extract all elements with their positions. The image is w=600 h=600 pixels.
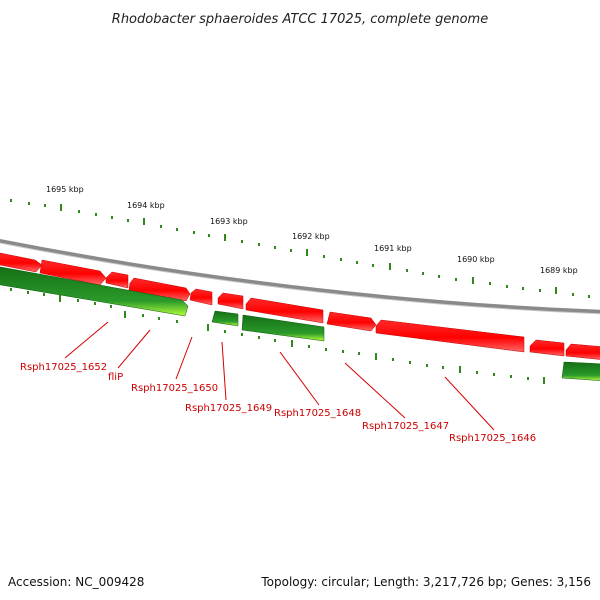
reverse-gene[interactable] [241, 314, 325, 342]
label-leader-lines [64, 321, 495, 431]
gene-label[interactable]: Rsph17025_1649 [185, 403, 272, 414]
forward-gene[interactable] [217, 292, 244, 310]
reverse-gene[interactable] [211, 310, 239, 327]
major-tick [389, 263, 391, 270]
leader-line [117, 329, 151, 369]
major-tick [459, 366, 461, 373]
forward-gene[interactable] [105, 271, 129, 289]
scale-label: 1690 kbp [457, 255, 495, 264]
gene-label[interactable]: Rsph17025_1648 [274, 408, 361, 419]
leader-line [64, 321, 109, 359]
gene-label[interactable]: Rsph17025_1652 [20, 362, 107, 373]
major-tick [472, 277, 474, 284]
major-tick [555, 287, 557, 294]
forward-gene[interactable] [565, 343, 600, 360]
accession-text: Accession: NC_009428 [8, 575, 144, 589]
scale-label: 1689 kbp [540, 266, 578, 275]
reverse-genes [0, 266, 600, 381]
genome-backbone [0, 238, 600, 314]
leader-line [444, 376, 495, 431]
scale-label: 1691 kbp [374, 244, 412, 253]
leader-line [175, 336, 193, 380]
forward-gene[interactable] [39, 259, 107, 286]
forward-gene[interactable] [189, 288, 213, 306]
reverse-gene[interactable] [0, 266, 189, 317]
major-tick [543, 377, 545, 384]
forward-gene[interactable] [0, 252, 43, 273]
gene-label[interactable]: fliP [108, 372, 123, 383]
outer-scale-ticks [10, 199, 590, 298]
inner-scale-ticks [10, 288, 545, 384]
forward-gene[interactable] [245, 297, 324, 324]
leader-line [279, 351, 320, 406]
major-tick [143, 218, 145, 225]
scale-label: 1695 kbp [46, 185, 84, 194]
major-tick [124, 311, 126, 318]
gene-label[interactable]: Rsph17025_1647 [362, 421, 449, 432]
genome-backbone-shadow [0, 242, 600, 315]
leader-line [344, 362, 406, 419]
forward-gene[interactable] [375, 319, 525, 353]
scale-label: 1693 kbp [210, 217, 248, 226]
reverse-gene[interactable] [561, 361, 600, 381]
forward-gene[interactable] [326, 311, 377, 332]
scale-label: 1694 kbp [127, 201, 165, 210]
leader-line [221, 341, 227, 401]
forward-gene[interactable] [128, 277, 191, 302]
scale-labels: 1695 kbp 1694 kbp 1693 kbp 1692 kbp 1691… [46, 185, 578, 275]
gene-label[interactable]: Rsph17025_1646 [449, 433, 536, 444]
major-tick [306, 249, 308, 256]
forward-gene[interactable] [529, 339, 565, 357]
major-tick [60, 204, 62, 211]
gene-label[interactable]: Rsph17025_1650 [131, 383, 218, 394]
gene-labels: Rsph17025_1652 fliP Rsph17025_1650 Rsph1… [20, 362, 536, 444]
major-tick [207, 324, 209, 331]
major-tick [224, 234, 226, 241]
major-tick [59, 295, 61, 302]
scale-label: 1692 kbp [292, 232, 330, 241]
major-tick [291, 340, 293, 347]
topology-text: Topology: circular; Length: 3,217,726 bp… [260, 575, 591, 589]
major-tick [375, 353, 377, 360]
forward-genes [0, 252, 600, 360]
map-title: Rhodobacter sphaeroides ATCC 17025, comp… [112, 12, 488, 27]
